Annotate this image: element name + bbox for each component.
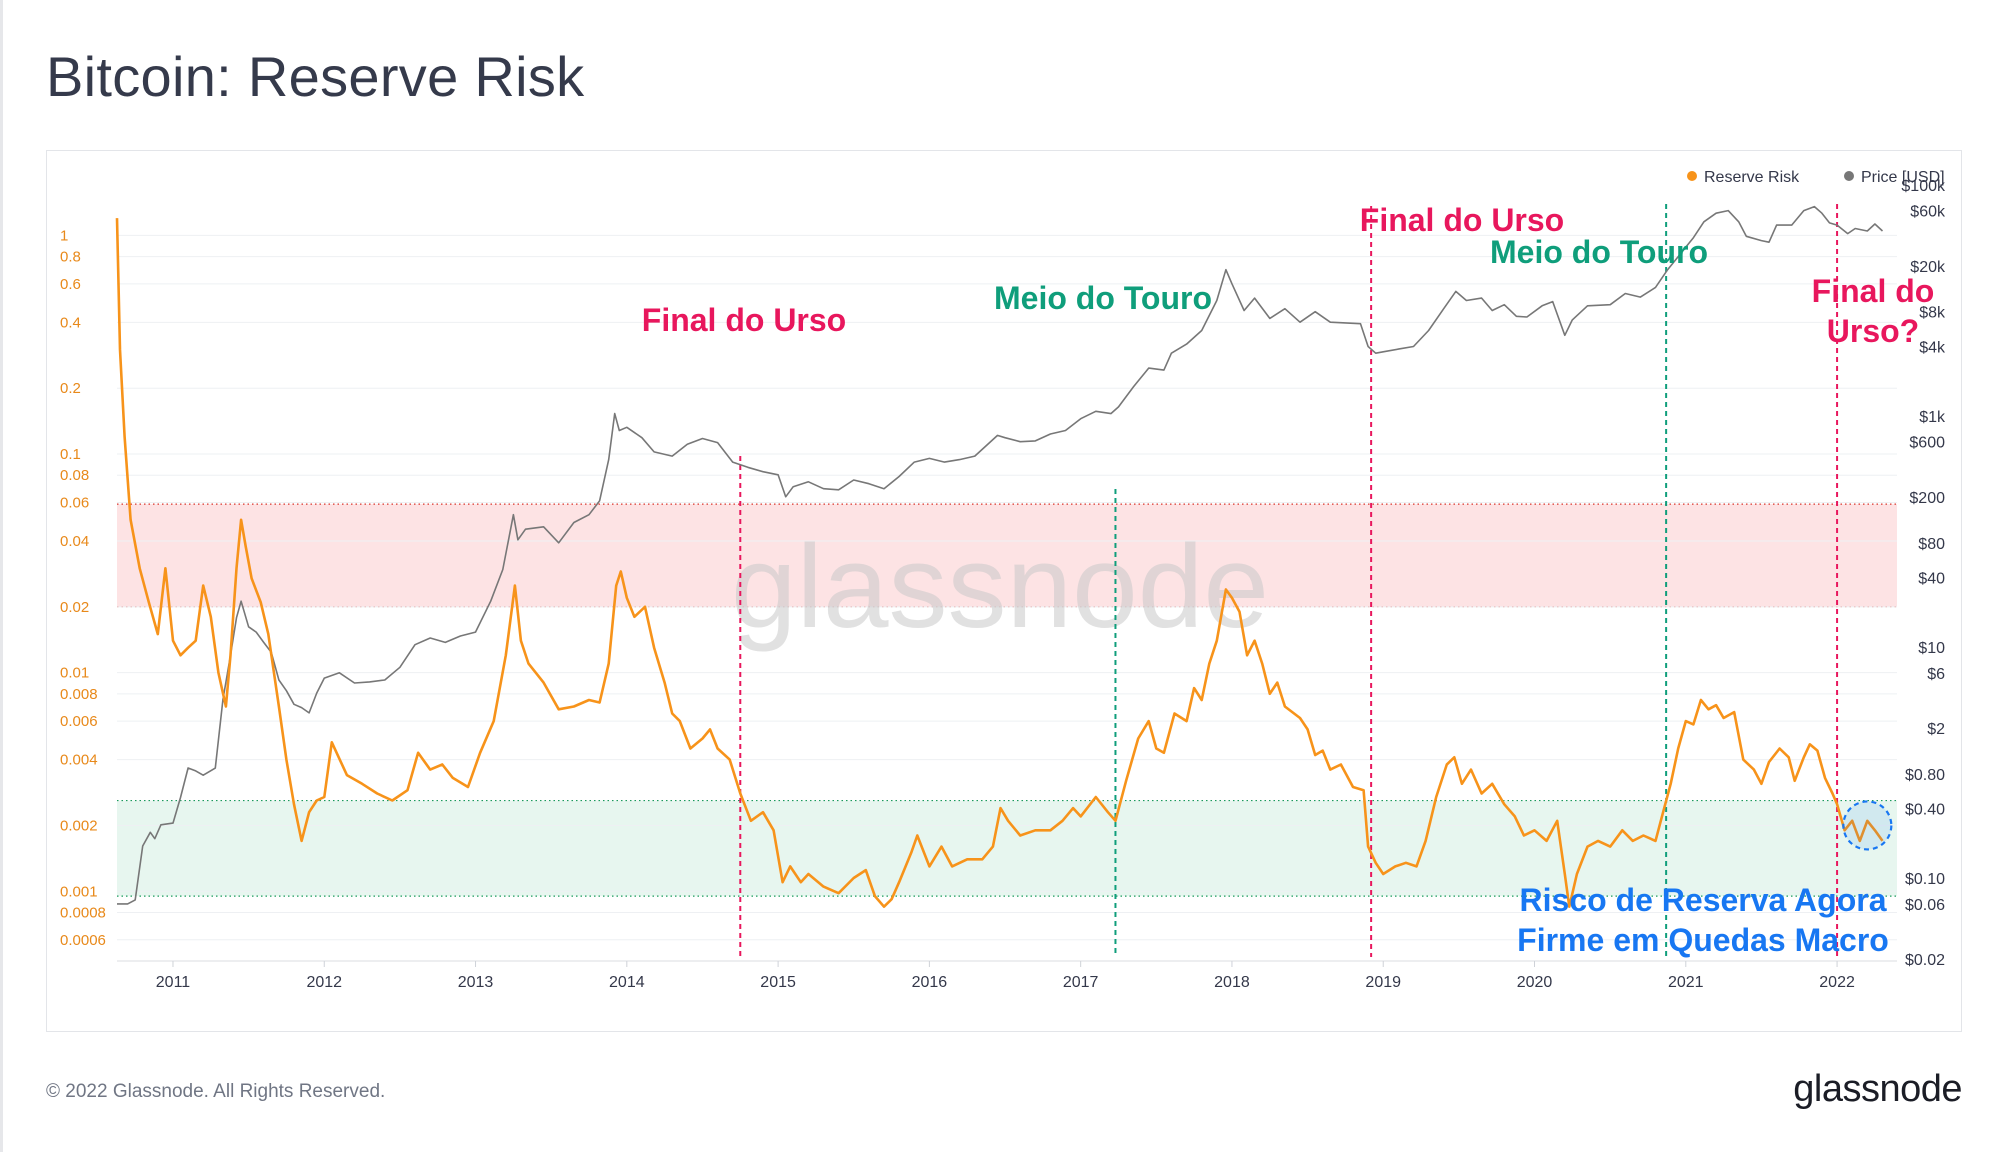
event-label: Final do Urso	[1360, 202, 1564, 238]
price-line	[117, 205, 1884, 905]
right-tick-label: $0.06	[1905, 897, 1945, 914]
page-title: Bitcoin: Reserve Risk	[46, 45, 585, 108]
left-tick-label: 0.0006	[60, 932, 106, 949]
reserve-risk-series	[115, 218, 1884, 908]
reserve-risk-chart: glassnode 1 0.8 0.6 0.4 0.2 0.1 0.08 0.06 0.04 0.…	[60, 169, 1946, 991]
legend-dot[interactable]	[1687, 171, 1697, 181]
gridlines	[117, 234, 1897, 962]
legend[interactable]: Reserve Risk Price [USD]	[1687, 169, 1945, 186]
left-tick-label: 0.001	[60, 883, 98, 900]
x-tick-label: 2016	[912, 974, 948, 991]
x-tick-label: 2014	[609, 974, 645, 991]
event-label: Final do Urso?	[1812, 273, 1935, 349]
right-tick-label: $20k	[1910, 259, 1946, 276]
right-y-axis: $100k $60k $20k $8k $4k $1k $600 $200 $80 $40 $10 $…	[1901, 178, 1946, 969]
left-tick-label: 0.02	[60, 599, 89, 616]
left-tick-label: 0.0008	[60, 904, 106, 921]
legend-item-label[interactable]: Reserve Risk	[1704, 169, 1800, 186]
event-label: Meio do Touro	[1490, 234, 1708, 270]
x-tick-label: 2021	[1668, 974, 1704, 991]
left-tick-label: 0.006	[60, 713, 98, 730]
left-tick-label: 0.008	[60, 686, 98, 703]
right-tick-label: $60k	[1910, 204, 1946, 221]
right-tick-label: $1k	[1919, 409, 1946, 426]
event-lines	[739, 204, 1839, 957]
left-y-axis: 1 0.8 0.6 0.4 0.2 0.1 0.08 0.06 0.04 0.02 0.01 0.00…	[60, 227, 106, 948]
left-tick-label: 0.002	[60, 817, 98, 834]
annotation: Risco de Reserva Agora Firme em Quedas Ma…	[1517, 882, 1889, 958]
highlight-circle	[1842, 800, 1893, 851]
right-tick-label: $0.02	[1905, 952, 1945, 969]
left-tick-label: 0.04	[60, 533, 89, 550]
right-tick-label: $600	[1909, 435, 1945, 452]
left-tick-label: 0.1	[60, 446, 81, 463]
watermark-text: glassnode	[731, 521, 1269, 653]
left-tick-label: 0.01	[60, 665, 89, 682]
x-tick-label: 2013	[458, 974, 494, 991]
x-tick-label: 2012	[306, 974, 342, 991]
right-tick-label: $100k	[1901, 178, 1946, 195]
x-tick-label: 2011	[156, 974, 191, 991]
event-label: Meio do Touro	[994, 280, 1212, 316]
price-series	[117, 205, 1884, 905]
high-risk-band	[117, 504, 1897, 607]
left-tick-label: 0.6	[60, 276, 81, 293]
right-tick-label: $8k	[1919, 305, 1946, 322]
right-tick-label: $200	[1909, 490, 1945, 507]
right-tick-label: $80	[1918, 536, 1945, 553]
x-tick-label: 2020	[1517, 974, 1553, 991]
left-edge-rule	[0, 0, 3, 1152]
right-tick-label: $2	[1927, 721, 1945, 738]
right-tick-label: $6	[1927, 666, 1945, 683]
left-tick-label: 0.2	[60, 380, 81, 397]
legend-dot[interactable]	[1844, 171, 1854, 181]
brand-logo: glassnode	[1793, 1068, 1962, 1110]
x-axis: 2011 2012 2013 2014 2015 2016 2017 2018 2019 2020…	[156, 961, 1855, 991]
left-tick-label: 0.06	[60, 495, 89, 512]
right-tick-label: $0.40	[1905, 802, 1945, 819]
event-label: Final do Urso	[642, 302, 846, 338]
legend-item-label[interactable]: Price [USD]	[1861, 169, 1945, 186]
right-tick-label: $40	[1918, 571, 1945, 588]
left-tick-label: 0.004	[60, 752, 98, 769]
chart-panel: glassnode 1 0.8 0.6 0.4 0.2 0.1 0.08 0.06 0.04 0.…	[46, 150, 1962, 1032]
highlight-circle-group	[1842, 800, 1893, 851]
right-tick-label: $10	[1918, 640, 1945, 657]
left-tick-label: 0.8	[60, 249, 81, 266]
reserve-risk-line	[115, 218, 1884, 908]
x-tick-label: 2015	[760, 974, 796, 991]
copyright-text: © 2022 Glassnode. All Rights Reserved.	[46, 1081, 386, 1102]
annotation-line-2: Firme em Quedas Macro	[1517, 922, 1889, 958]
left-tick-label: 0.4	[60, 314, 81, 331]
right-tick-label: $0.10	[1905, 871, 1945, 888]
left-tick-label: 0.08	[60, 467, 89, 484]
annotation-line-1: Risco de Reserva Agora	[1520, 882, 1887, 918]
right-tick-label: $4k	[1919, 340, 1946, 357]
left-tick-label: 1	[60, 227, 68, 244]
x-tick-label: 2018	[1214, 974, 1250, 991]
x-tick-label: 2019	[1365, 974, 1401, 991]
right-tick-label: $0.80	[1905, 767, 1945, 784]
x-tick-label: 2022	[1819, 974, 1855, 991]
x-tick-label: 2017	[1063, 974, 1099, 991]
